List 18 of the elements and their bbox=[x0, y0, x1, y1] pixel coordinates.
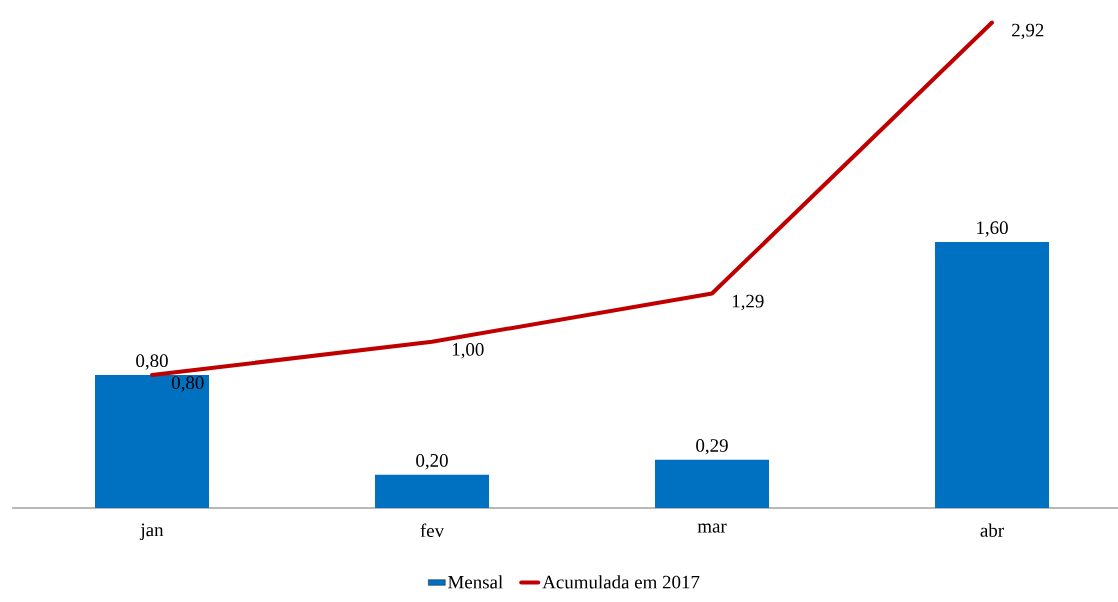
data-label: 1,00 bbox=[452, 343, 484, 359]
bar bbox=[375, 474, 490, 508]
x-tick-label: abr bbox=[980, 523, 1004, 537]
x-tick-label: mar bbox=[697, 523, 727, 533]
data-label: 0,20 bbox=[416, 454, 448, 470]
data-label: 0,29 bbox=[696, 439, 728, 455]
data-label: 2,92 bbox=[1012, 23, 1044, 40]
data-label: 1,60 bbox=[977, 221, 1008, 237]
bar bbox=[655, 459, 770, 508]
legend-label: Mensal bbox=[448, 575, 503, 589]
x-tick-label: fev bbox=[420, 523, 445, 538]
legend-label: Acumulada em 2017 bbox=[542, 575, 700, 589]
data-label: 0,80 bbox=[171, 376, 204, 392]
bar bbox=[95, 375, 209, 508]
x-tick-label: jan bbox=[139, 523, 164, 541]
bar bbox=[935, 242, 1050, 508]
data-label: 0,80 bbox=[136, 354, 168, 370]
data-label: 1,29 bbox=[732, 294, 764, 311]
